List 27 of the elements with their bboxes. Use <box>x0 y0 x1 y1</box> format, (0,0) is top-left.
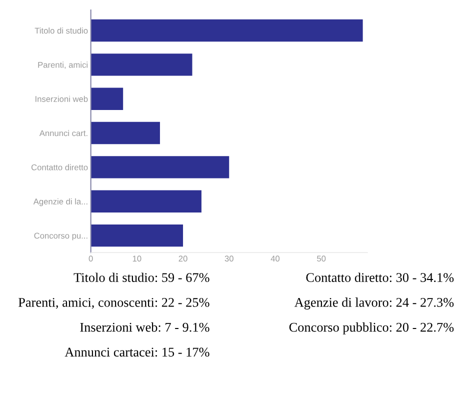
bar <box>90 19 363 42</box>
y-tick-label: Contatto diretto <box>31 164 88 170</box>
x-tick-label: 0 <box>88 256 93 262</box>
bar <box>90 224 184 247</box>
x-tick-label: 30 <box>224 256 234 262</box>
x-tick-label: 40 <box>270 256 280 262</box>
y-tick-label: Titolo di studio <box>34 28 88 34</box>
y-tick-label: Inserzioni web <box>36 96 88 102</box>
x-tick-label: 50 <box>317 256 326 262</box>
bar <box>90 156 230 178</box>
text: Contatto diretto: 30 - 34.1% <box>306 272 454 282</box>
text: Annunci cartacei: 15 - 17% <box>64 348 210 357</box>
y-tick-label: Parenti, amici <box>38 62 88 69</box>
bar <box>90 122 160 144</box>
bar <box>90 54 192 76</box>
x-tick-label: 10 <box>132 256 142 262</box>
text: Parenti, amici, conoscenti: 22 - 25% <box>18 298 210 309</box>
text: Concorso pubblico: 20 - 22.7% <box>289 322 454 334</box>
text: Titolo di studio: 59 - 67% <box>74 272 210 282</box>
y-tick-label: Annunci cart. <box>39 130 88 136</box>
y-tick-label: Agenzie di la... <box>33 198 88 206</box>
bar <box>90 88 124 110</box>
text: Inserzioni web: 7 - 9.1% <box>80 322 210 332</box>
x-tick-label: 20 <box>178 256 188 262</box>
text: Agenzie di lavoro: 24 - 27.3% <box>294 298 454 310</box>
y-tick-label: Concorso pu... <box>34 232 88 240</box>
bar <box>90 190 202 212</box>
